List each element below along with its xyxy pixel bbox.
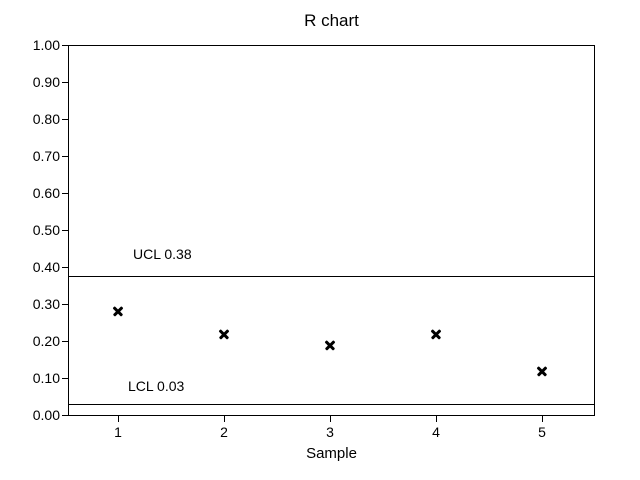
y-axis-tick-label: 1.00 — [32, 37, 60, 53]
x-axis-tick-label: 1 — [114, 424, 122, 440]
x-axis-tick — [330, 416, 331, 422]
x-axis-tick — [542, 416, 543, 422]
x-axis-tick-label: 4 — [432, 424, 440, 440]
y-axis-tick — [62, 45, 68, 46]
lcl-label: LCL 0.03 — [128, 378, 185, 394]
chart-title: R chart — [304, 11, 359, 30]
y-axis-tick-label: 0.50 — [32, 222, 60, 238]
y-axis-tick — [62, 119, 68, 120]
y-axis-tick-label: 0.10 — [32, 370, 60, 386]
x-axis-tick — [118, 416, 119, 422]
x-axis-tick-label: 3 — [326, 424, 334, 440]
data-point-marker — [431, 329, 441, 339]
y-axis-tick — [62, 230, 68, 231]
x-axis-tick — [224, 416, 225, 422]
y-axis-tick — [62, 378, 68, 379]
data-point-marker — [537, 366, 547, 376]
y-axis-tick — [62, 341, 68, 342]
y-axis-tick-label: 0.60 — [32, 185, 60, 201]
y-axis-tick-label: 0.00 — [32, 407, 60, 423]
y-axis-tick — [62, 304, 68, 305]
y-axis-tick-label: 0.80 — [32, 111, 60, 127]
y-axis-tick — [62, 156, 68, 157]
x-axis-label: Sample — [306, 445, 357, 462]
data-point-marker — [113, 306, 123, 316]
y-axis-tick-label: 0.70 — [32, 148, 60, 164]
y-axis-tick — [62, 415, 68, 416]
y-axis-tick — [62, 82, 68, 83]
y-axis-tick — [62, 267, 68, 268]
y-axis-tick-label: 0.30 — [32, 296, 60, 312]
lcl-line — [68, 404, 594, 405]
ucl-label: UCL 0.38 — [133, 246, 192, 262]
ucl-line — [68, 276, 594, 277]
plot-area — [68, 45, 595, 416]
y-axis-tick-label: 0.90 — [32, 74, 60, 90]
x-axis-tick — [436, 416, 437, 422]
x-axis-tick-label: 2 — [220, 424, 228, 440]
x-axis-tick-label: 5 — [538, 424, 546, 440]
y-axis-tick-label: 0.20 — [32, 333, 60, 349]
y-axis-tick-label: 0.40 — [32, 259, 60, 275]
y-axis-tick — [62, 193, 68, 194]
data-point-marker — [325, 340, 335, 350]
data-point-marker — [219, 329, 229, 339]
